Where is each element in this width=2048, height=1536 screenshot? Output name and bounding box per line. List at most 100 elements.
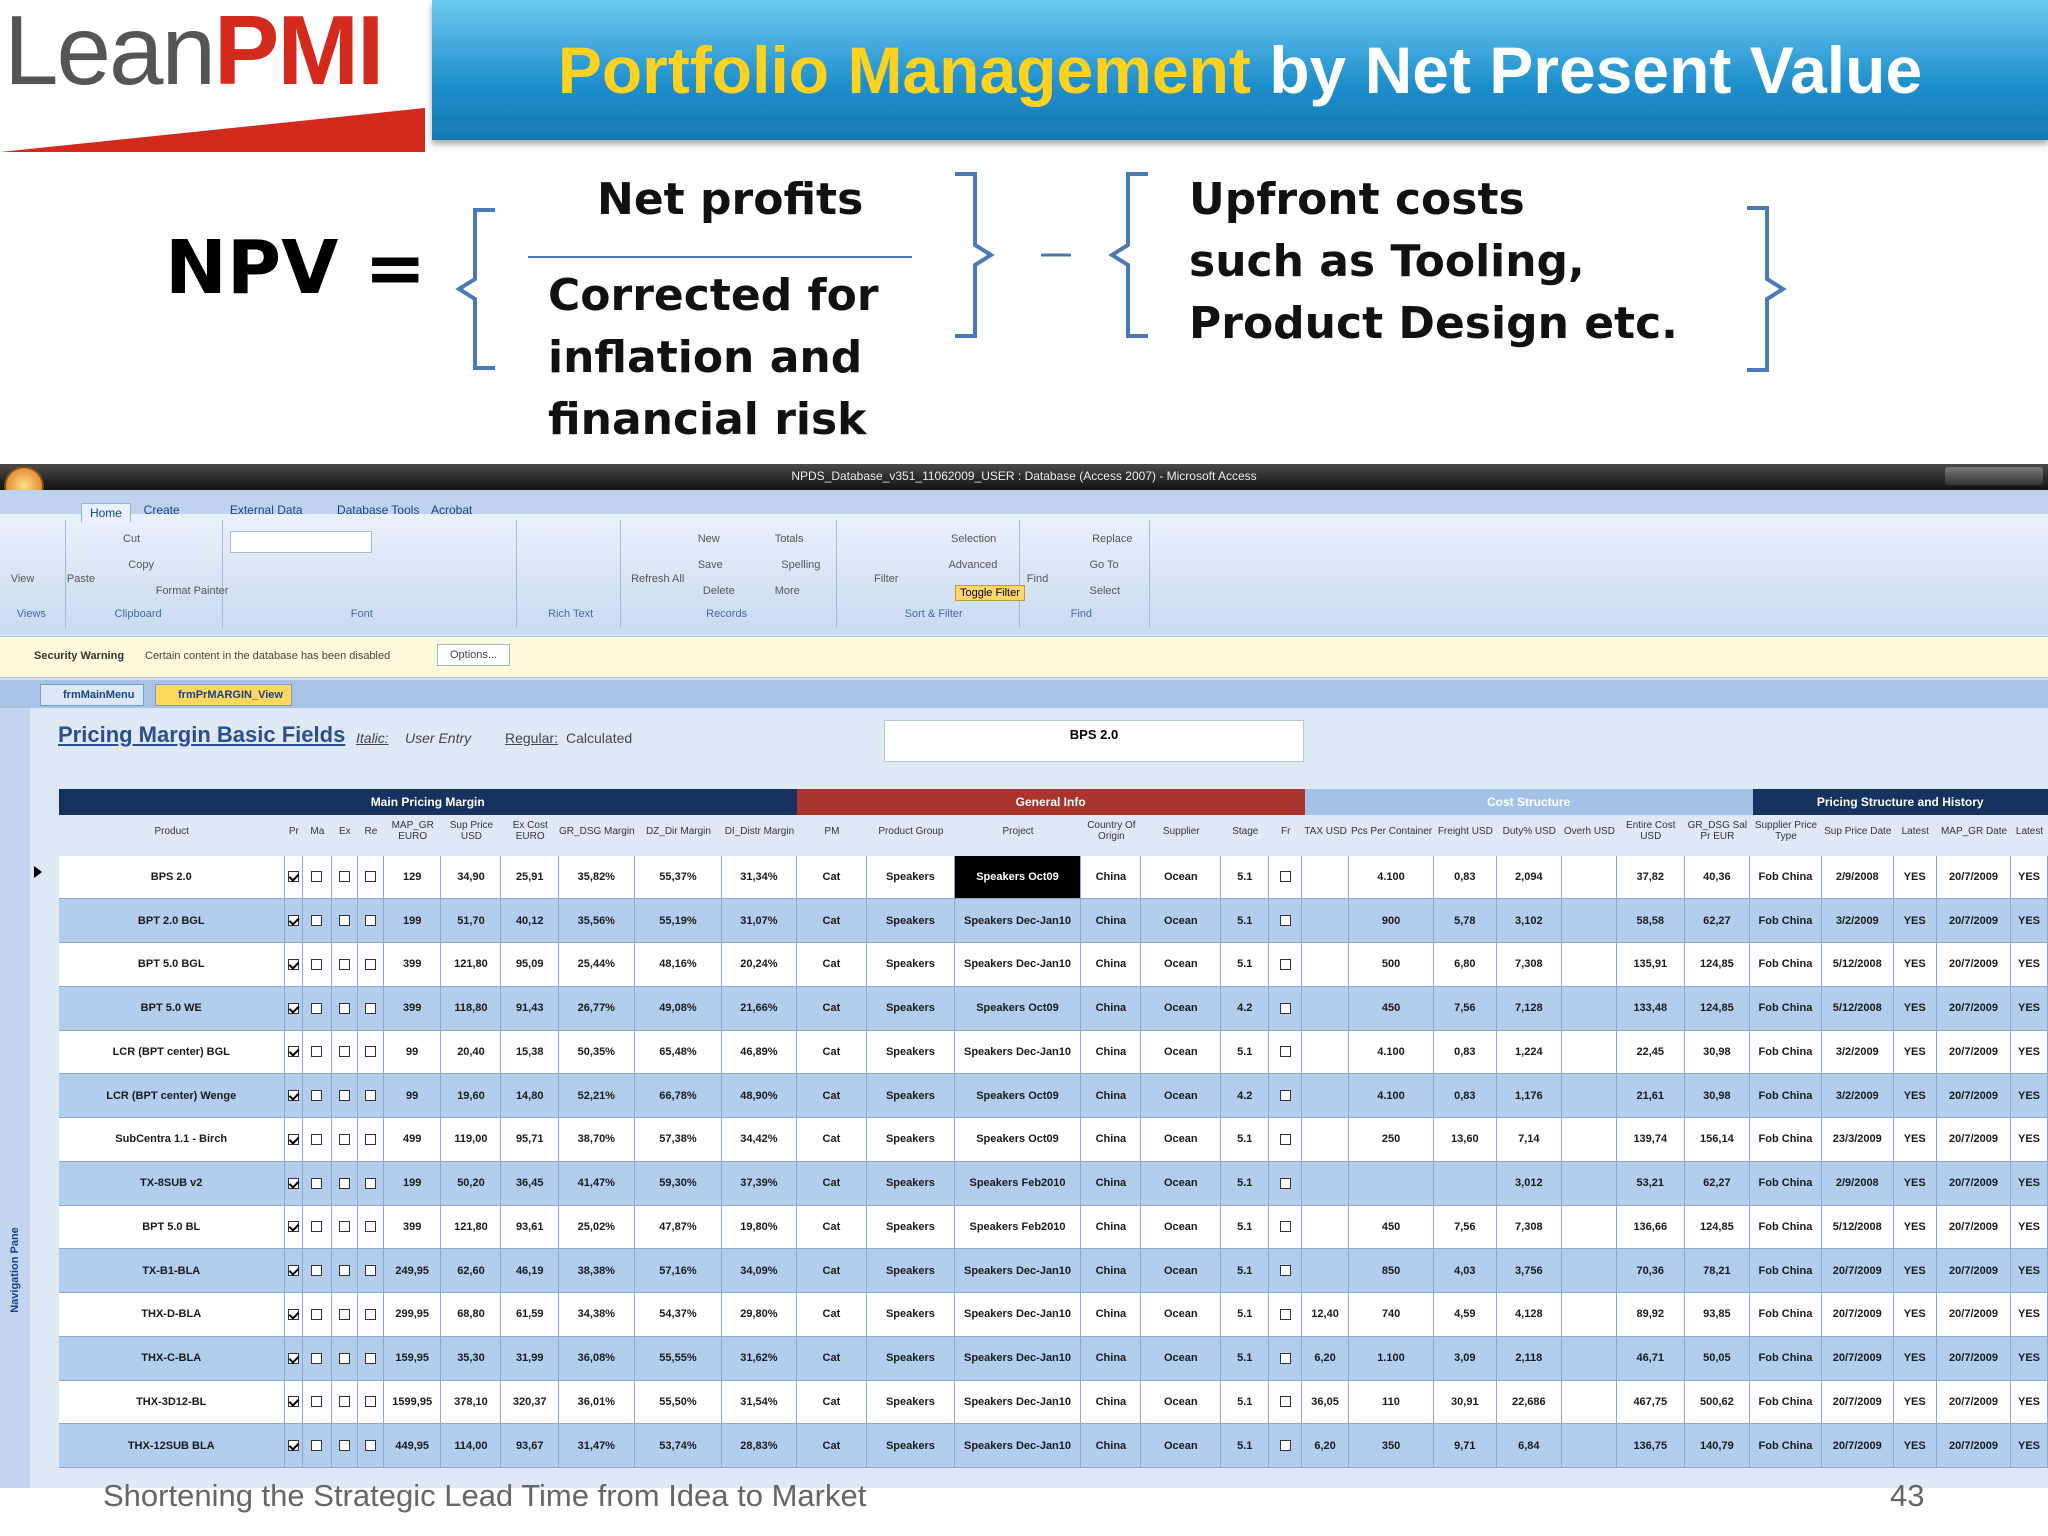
checkbox[interactable] bbox=[1279, 1396, 1291, 1408]
checkbox[interactable] bbox=[364, 1265, 376, 1277]
table-row[interactable]: LCR (BPT center) Wenge 99 19,60 14,80 52,21%… bbox=[58, 1074, 2048, 1119]
table-row[interactable]: THX-12SUB BLA 449,95 114,00 93,67 31,47% 53,7… bbox=[58, 1424, 2048, 1469]
checkbox[interactable] bbox=[364, 1046, 376, 1058]
checkbox[interactable] bbox=[338, 1352, 350, 1364]
checkbox[interactable] bbox=[287, 1177, 299, 1189]
ribbon-tab[interactable]: Home bbox=[80, 502, 131, 522]
ribbon-button[interactable]: Spelling bbox=[781, 558, 821, 571]
checkbox[interactable] bbox=[364, 871, 376, 883]
checkbox[interactable] bbox=[364, 1440, 376, 1452]
table-row[interactable]: THX-D-BLA 299,95 68,80 61,59 34,38% 54,37% 29,… bbox=[58, 1293, 2048, 1337]
ribbon-tab[interactable]: External Data bbox=[229, 502, 303, 517]
checkbox[interactable] bbox=[311, 1133, 323, 1145]
checkbox[interactable] bbox=[311, 1265, 323, 1277]
table-row[interactable]: TX-B1-BLA 249,95 62,60 46,19 38,38% 57,16% 34,… bbox=[58, 1249, 2048, 1294]
checkbox[interactable] bbox=[364, 1133, 376, 1145]
ribbon-tab[interactable]: Create bbox=[143, 502, 180, 517]
checkbox[interactable] bbox=[287, 1308, 299, 1320]
ribbon-button[interactable]: Cut bbox=[123, 532, 141, 545]
checkbox[interactable] bbox=[1279, 1440, 1291, 1452]
checkbox[interactable] bbox=[338, 1090, 350, 1102]
checkbox[interactable] bbox=[1279, 1221, 1291, 1233]
checkbox[interactable] bbox=[287, 1396, 299, 1408]
checkbox[interactable] bbox=[364, 1352, 376, 1364]
checkbox[interactable] bbox=[364, 958, 376, 970]
checkbox[interactable] bbox=[287, 958, 299, 970]
checkbox[interactable] bbox=[311, 1046, 323, 1058]
checkbox[interactable] bbox=[1279, 1090, 1291, 1102]
ribbon-button[interactable]: Toggle Filter bbox=[954, 584, 1025, 601]
checkbox[interactable] bbox=[1279, 1002, 1291, 1014]
checkbox[interactable] bbox=[338, 871, 350, 883]
checkbox[interactable] bbox=[311, 915, 323, 927]
checkbox[interactable] bbox=[287, 1002, 299, 1014]
table-row[interactable]: BPS 2.0 129 34,90 25,91 35,82% 55,37% 31,34% Ca… bbox=[58, 855, 2048, 900]
ribbon-button[interactable]: Paste bbox=[66, 573, 96, 586]
table-row[interactable]: BPT 5.0 BL 399 121,80 93,61 25,02% 47,87% 19,8… bbox=[58, 1205, 2048, 1250]
checkbox[interactable] bbox=[287, 1133, 299, 1145]
checkbox[interactable] bbox=[1279, 915, 1291, 927]
doc-tab[interactable]: frmMainMenu bbox=[40, 684, 144, 706]
checkbox[interactable] bbox=[1279, 1265, 1291, 1277]
checkbox[interactable] bbox=[364, 1221, 376, 1233]
table-row[interactable]: THX-C-BLA 159,95 35,30 31,99 36,08% 55,55% 31,… bbox=[58, 1336, 2048, 1381]
doc-tab[interactable]: frmPrMARGIN_View bbox=[155, 684, 292, 706]
checkbox[interactable] bbox=[338, 915, 350, 927]
checkbox[interactable] bbox=[338, 958, 350, 970]
checkbox[interactable] bbox=[338, 1002, 350, 1014]
checkbox[interactable] bbox=[1279, 1308, 1291, 1320]
checkbox[interactable] bbox=[364, 915, 376, 927]
ribbon-tab[interactable]: Acrobat bbox=[430, 502, 473, 517]
checkbox[interactable] bbox=[287, 1090, 299, 1102]
checkbox[interactable] bbox=[1279, 958, 1291, 970]
checkbox[interactable] bbox=[364, 1396, 376, 1408]
checkbox[interactable] bbox=[338, 1221, 350, 1233]
ribbon-button[interactable]: Delete bbox=[702, 584, 735, 597]
ribbon-button[interactable]: Selection bbox=[951, 532, 997, 545]
ribbon-button[interactable]: Format Painter bbox=[155, 584, 229, 597]
checkbox[interactable] bbox=[338, 1046, 350, 1058]
checkbox[interactable] bbox=[287, 1046, 299, 1058]
ribbon-button[interactable]: Find bbox=[1026, 573, 1049, 586]
checkbox[interactable] bbox=[364, 1002, 376, 1014]
checkbox[interactable] bbox=[311, 1440, 323, 1452]
ribbon-button[interactable]: View bbox=[10, 573, 35, 586]
checkbox[interactable] bbox=[287, 1221, 299, 1233]
nav-pane-label[interactable]: Navigation Pane bbox=[9, 1227, 21, 1313]
checkbox[interactable] bbox=[287, 1352, 299, 1364]
checkbox[interactable] bbox=[311, 1090, 323, 1102]
ribbon-button[interactable]: Go To bbox=[1089, 558, 1119, 571]
checkbox[interactable] bbox=[311, 1396, 323, 1408]
ribbon-button[interactable]: Totals bbox=[774, 532, 804, 545]
checkbox[interactable] bbox=[311, 1002, 323, 1014]
checkbox[interactable] bbox=[311, 1308, 323, 1320]
checkbox[interactable] bbox=[338, 1440, 350, 1452]
ribbon-button[interactable]: Copy bbox=[128, 558, 154, 571]
ribbon-button[interactable]: More bbox=[774, 584, 800, 597]
table-row[interactable]: TX-8SUB v2 199 50,20 36,45 41,47% 59,30% 37,39… bbox=[58, 1161, 2048, 1206]
ribbon-button[interactable]: Filter bbox=[873, 573, 899, 586]
checkbox[interactable] bbox=[287, 1440, 299, 1452]
checkbox[interactable] bbox=[1279, 871, 1291, 883]
table-row[interactable]: THX-3D12-BL 1599,95 378,10 320,37 36,01% 55,5… bbox=[58, 1380, 2048, 1425]
table-row[interactable]: LCR (BPT center) BGL 99 20,40 15,38 50,35% 65… bbox=[58, 1030, 2048, 1075]
checkbox[interactable] bbox=[311, 1352, 323, 1364]
checkbox[interactable] bbox=[1279, 1046, 1291, 1058]
checkbox[interactable] bbox=[1279, 1352, 1291, 1364]
checkbox[interactable] bbox=[1279, 1177, 1291, 1189]
checkbox[interactable] bbox=[311, 958, 323, 970]
table-row[interactable]: SubCentra 1.1 - Birch 499 119,00 95,71 38,70… bbox=[58, 1118, 2048, 1162]
table-row[interactable]: BPT 5.0 BGL 399 121,80 95,09 25,44% 48,16% 20,… bbox=[58, 943, 2048, 987]
ribbon-tab[interactable]: Database Tools bbox=[336, 502, 420, 517]
checkbox[interactable] bbox=[338, 1177, 350, 1189]
ribbon-button[interactable]: New bbox=[697, 532, 720, 545]
checkbox[interactable] bbox=[338, 1133, 350, 1145]
checkbox[interactable] bbox=[364, 1308, 376, 1320]
checkbox[interactable] bbox=[1279, 1133, 1291, 1145]
checkbox[interactable] bbox=[364, 1090, 376, 1102]
checkbox[interactable] bbox=[364, 1177, 376, 1189]
ribbon-button[interactable]: Advanced bbox=[948, 558, 998, 571]
ribbon-button[interactable]: Select bbox=[1089, 584, 1121, 597]
checkbox[interactable] bbox=[338, 1265, 350, 1277]
checkbox[interactable] bbox=[338, 1396, 350, 1408]
